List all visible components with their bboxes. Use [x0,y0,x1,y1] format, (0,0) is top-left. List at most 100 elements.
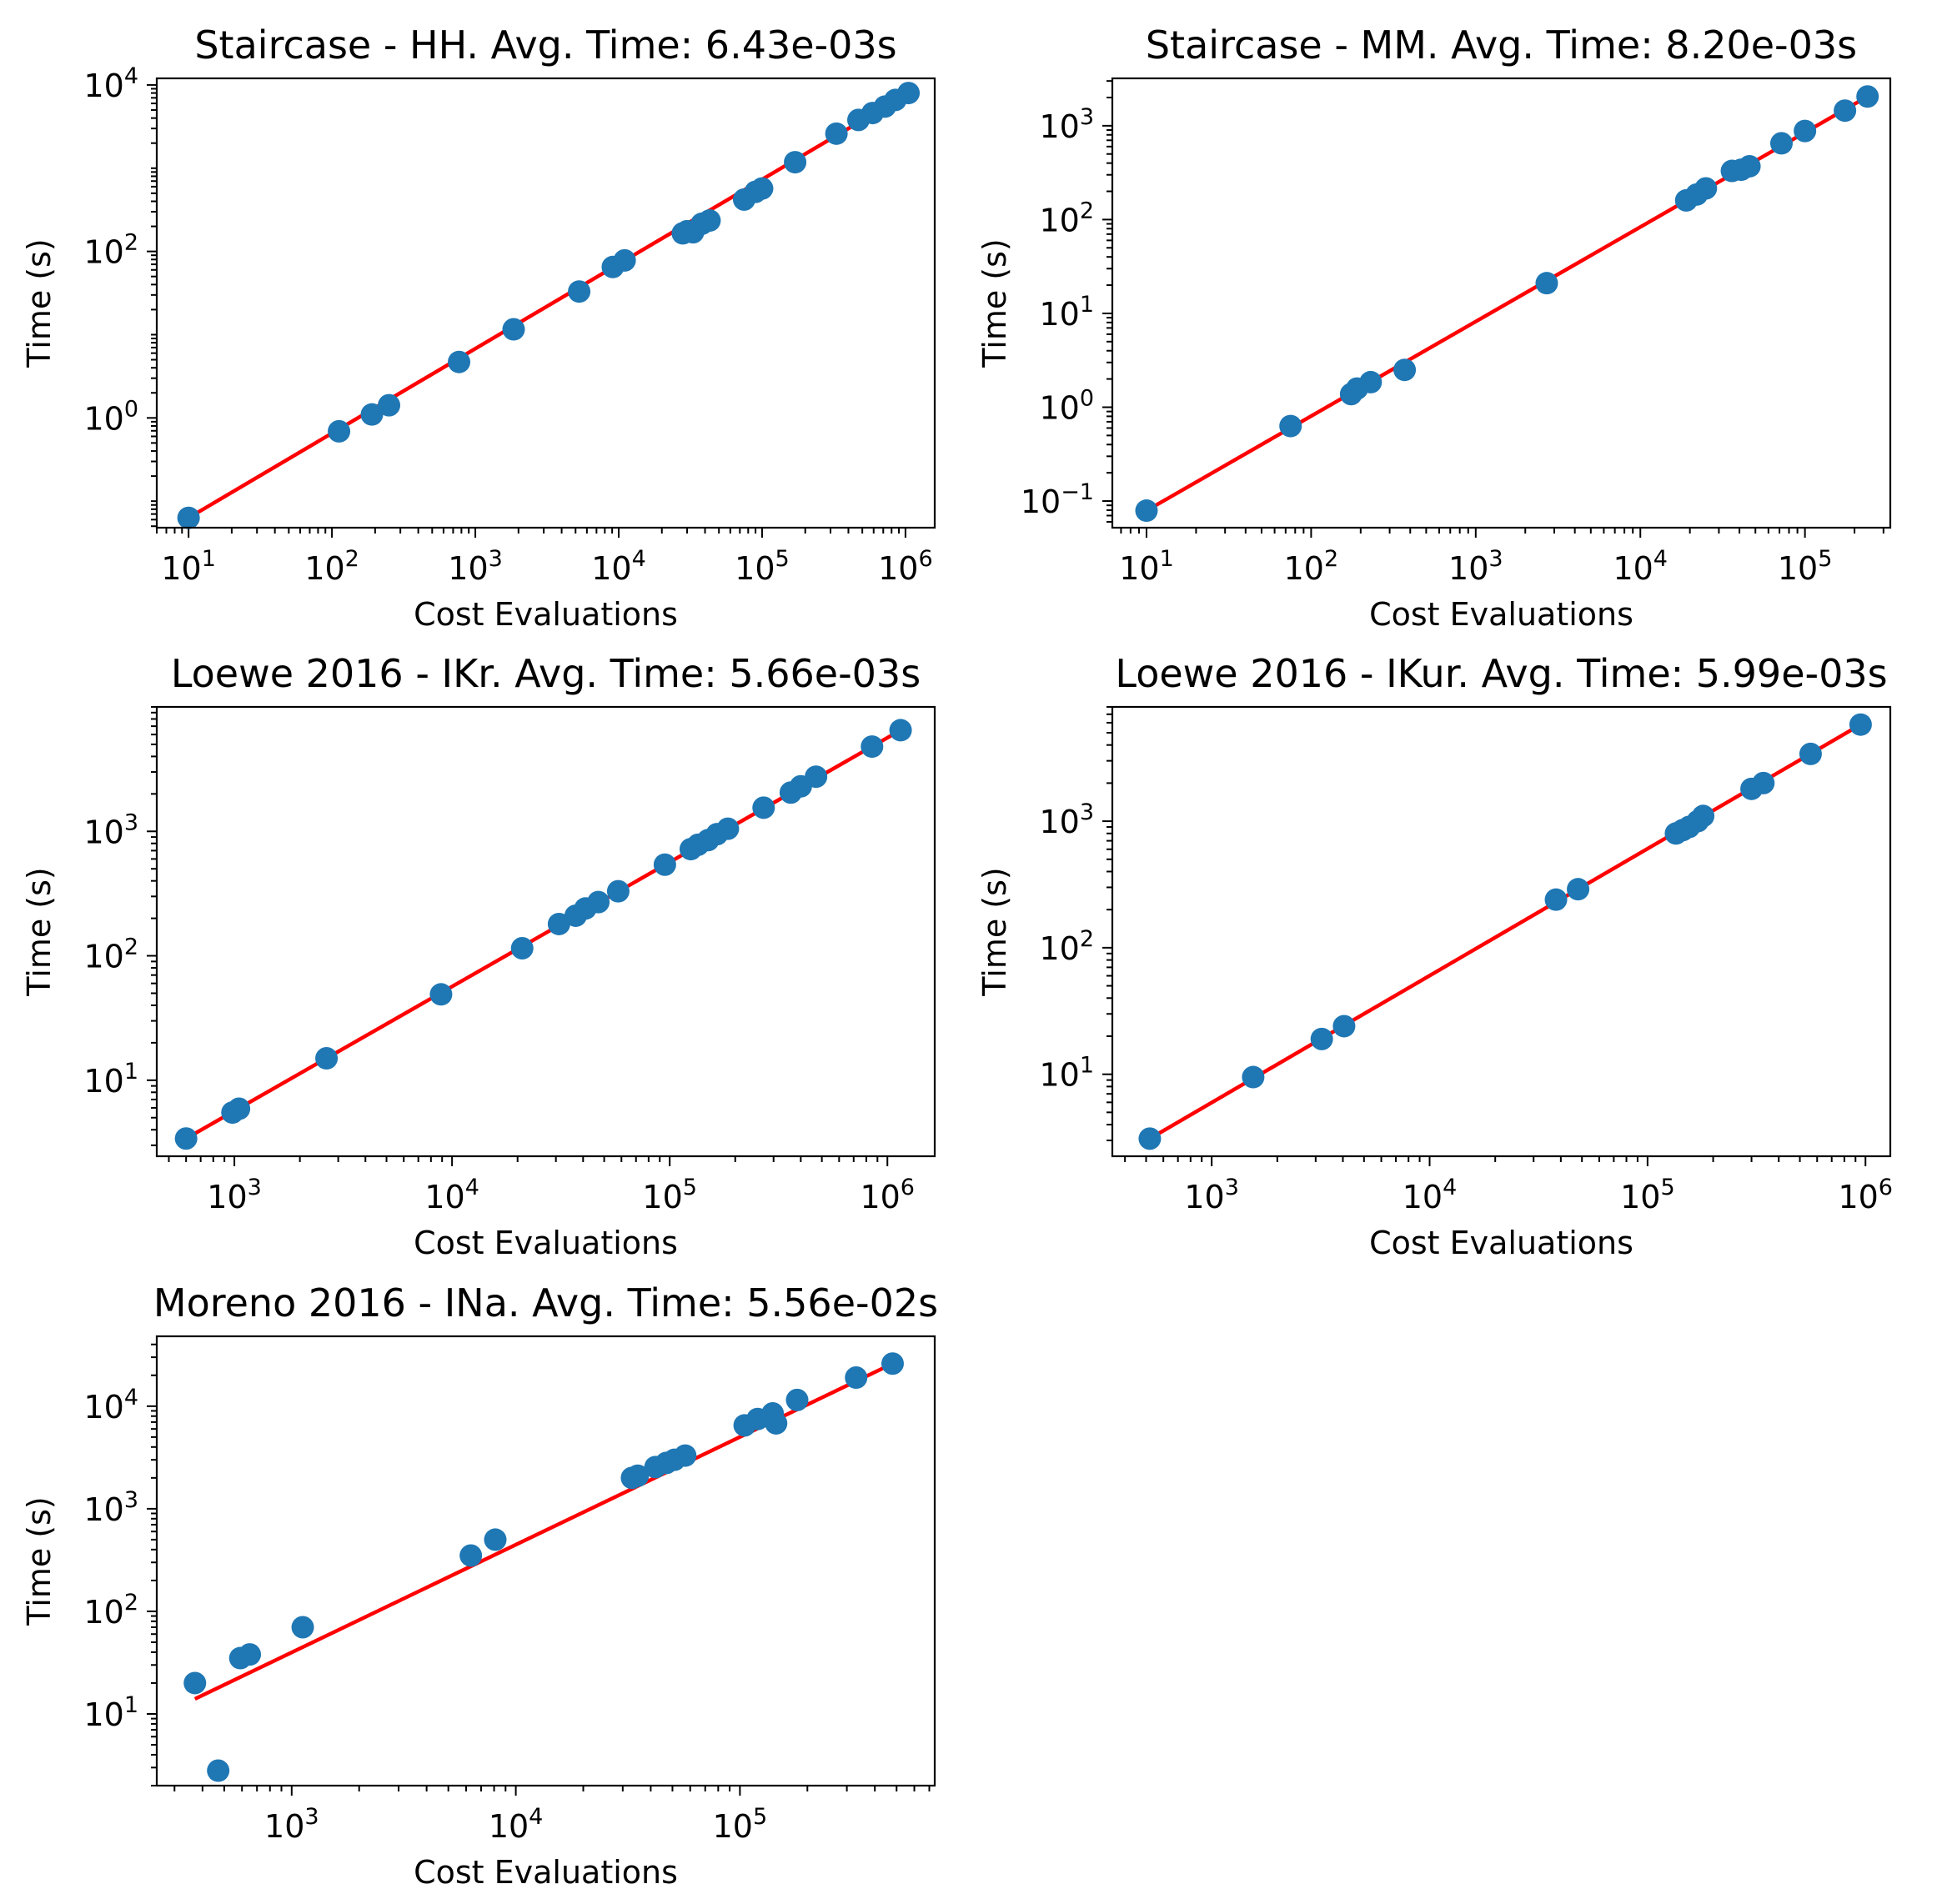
data-point [1849,713,1872,736]
data-point [613,248,636,272]
data-point [378,393,401,417]
y-tick-exponent: 2 [124,1590,138,1616]
x-tick-base: 10 [1184,1179,1224,1215]
y-tick-label: 100 [83,396,138,437]
data-point [1535,272,1558,295]
y-tick-exponent: 2 [1080,198,1094,223]
scatter-points [174,719,912,1150]
y-minor-ticks [151,706,157,1146]
axes-frame [155,77,936,529]
data-point [1794,119,1817,143]
y-tick-base: 10 [83,1063,123,1100]
data-point [1393,358,1417,382]
x-tick-exponent: 4 [529,1804,543,1830]
data-point [752,796,775,819]
y-tick-base: 10 [1039,108,1079,145]
x-tick-exponent: 3 [1488,546,1503,572]
x-minor-ticks [156,528,901,534]
x-axis-ticks: 103 104 105 [264,1786,767,1845]
axes-frame [1111,705,1892,1158]
x-tick-base: 10 [1284,550,1324,587]
y-minor-ticks [151,1343,157,1786]
y-tick-exponent: 2 [1080,926,1094,952]
y-tick-label: 10−1 [1021,479,1094,520]
data-point [1310,1027,1333,1050]
y-tick-label: 100 [1039,385,1094,426]
data-point [1135,499,1158,523]
x-tick-exponent: 4 [465,1175,479,1200]
y-tick-label: 103 [1039,799,1094,840]
data-point [881,1352,904,1375]
data-point [1567,878,1590,901]
y-tick-label: 102 [83,230,138,271]
x-tick-label: 105 [1778,546,1833,587]
x-tick-base: 10 [424,1179,464,1215]
data-point [1332,1015,1356,1038]
data-point [207,1759,230,1782]
data-point [845,1366,868,1390]
data-point [1279,414,1302,438]
data-point [328,419,351,443]
y-tick-base: 10 [83,1389,123,1425]
x-axis-ticks: 101 102 103 104 105 [1119,528,1832,587]
x-axis-label: Cost Evaluations [1369,596,1633,633]
data-point [502,318,525,341]
x-tick-exponent: 4 [1653,546,1668,572]
y-minor-ticks [151,88,157,528]
x-axis-label: Cost Evaluations [414,596,678,633]
chart-panel-3: Loewe 2016 - IKr. Avg. Time: 5.66e-03s 10… [21,651,936,1261]
x-tick-label: 106 [878,546,933,587]
x-tick-exponent: 5 [775,546,790,572]
y-tick-label: 103 [83,809,138,850]
y-tick-exponent: 1 [1080,292,1094,318]
axes-frame [155,1335,936,1787]
data-point [1752,771,1775,794]
x-tick-label: 105 [1620,1175,1675,1215]
data-point [1694,177,1718,200]
data-point [626,1464,650,1487]
x-axis-ticks: 103 104 105 106 [207,1156,915,1215]
y-tick-label: 104 [83,63,138,104]
x-tick-label: 102 [304,546,359,587]
x-tick-label: 104 [1403,1175,1458,1215]
y-tick-base: 10 [1039,389,1079,426]
y-tick-exponent: 2 [124,230,138,256]
x-tick-label: 104 [1613,546,1668,587]
scatter-points [183,1352,904,1782]
y-tick-base: 10 [83,68,123,104]
data-point [653,853,676,876]
x-tick-base: 10 [304,550,344,587]
chart-title: Moreno 2016 - INa. Avg. Time: 5.56e-02s [153,1280,938,1325]
x-tick-label: 101 [1119,546,1174,587]
y-tick-base: 10 [1039,202,1079,238]
y-tick-label: 101 [1039,292,1094,333]
y-axis-label: Time (s) [21,1496,58,1626]
chart-title: Staircase - HH. Avg. Time: 6.43e-03s [194,23,896,68]
x-tick-label: 105 [642,1175,697,1215]
x-axis-label: Cost Evaluations [414,1854,678,1891]
x-tick-base: 10 [1620,1179,1660,1215]
y-tick-base: 10 [83,400,123,437]
y-tick-label: 101 [1039,1053,1094,1094]
data-point [174,1127,198,1150]
x-tick-exponent: 4 [632,546,646,572]
y-axis-label: Time (s) [976,238,1013,368]
x-tick-label: 103 [1184,1175,1239,1215]
data-point [805,765,828,789]
x-axis-label: Cost Evaluations [1369,1225,1633,1261]
chart-panel-5: Moreno 2016 - INa. Avg. Time: 5.56e-02s 1… [21,1280,938,1891]
data-point [1799,742,1822,765]
x-tick-base: 10 [264,1808,304,1845]
chart-title: Loewe 2016 - IKur. Avg. Time: 5.99e-03s [1115,651,1887,696]
y-tick-base: 10 [83,1696,123,1733]
y-tick-label: 103 [83,1487,138,1528]
data-point [861,735,884,759]
y-tick-label: 104 [83,1385,138,1425]
x-tick-base: 10 [489,1808,529,1845]
x-tick-label: 103 [1448,546,1503,587]
y-tick-label: 101 [83,1059,138,1100]
